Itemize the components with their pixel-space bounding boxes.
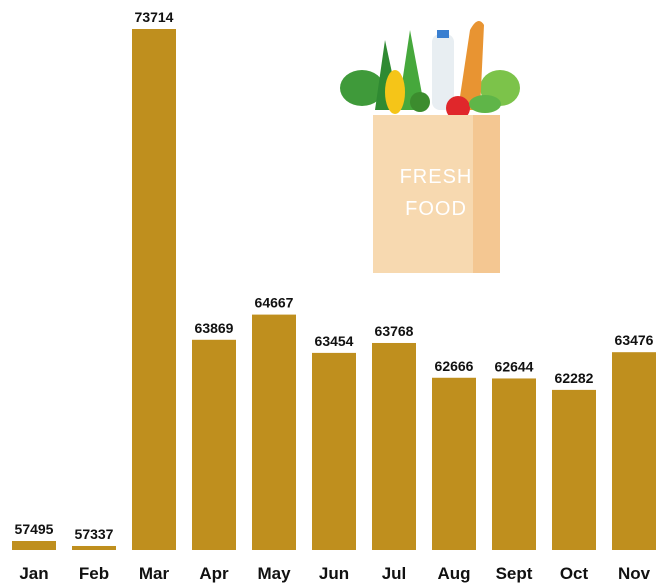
bar [312,353,356,550]
bar [192,340,236,550]
value-label: 63454 [315,333,354,349]
value-label: 62644 [495,358,534,374]
grocery-illustration: FRESH FOOD [340,21,520,273]
value-label: 63768 [375,323,414,339]
chart: FRESH FOOD Jan 57495 Feb 57337 Mar 73714 Apr 63… [0,0,658,585]
x-tick-label: Aug [437,564,470,583]
bar [132,29,176,550]
value-label: 63476 [615,332,654,348]
x-tick-label: Jun [319,564,349,583]
x-tick-label: Sept [496,564,533,583]
value-label: 57495 [15,521,54,537]
bar [552,390,596,550]
bar [432,378,476,550]
bar [492,378,536,550]
x-tick-label: May [257,564,291,583]
x-tick-label: Nov [618,564,651,583]
bag-text: FOOD [405,198,467,220]
bar [12,541,56,550]
bar [612,352,656,550]
x-tick-label: Mar [139,564,170,583]
value-label: 64667 [255,295,294,311]
bar [372,343,416,550]
x-tick-label: Jan [19,564,48,583]
x-tick-label: Feb [79,564,109,583]
value-label: 62282 [555,370,594,386]
bar [252,315,296,550]
value-label: 73714 [135,9,174,25]
x-tick-label: Oct [560,564,589,583]
bag-text: FRESH [400,166,473,188]
value-label: 62666 [435,358,474,374]
x-tick-label: Apr [199,564,229,583]
value-label: 63869 [195,320,234,336]
bar [72,546,116,550]
x-tick-label: Jul [382,564,407,583]
value-label: 57337 [75,526,114,542]
